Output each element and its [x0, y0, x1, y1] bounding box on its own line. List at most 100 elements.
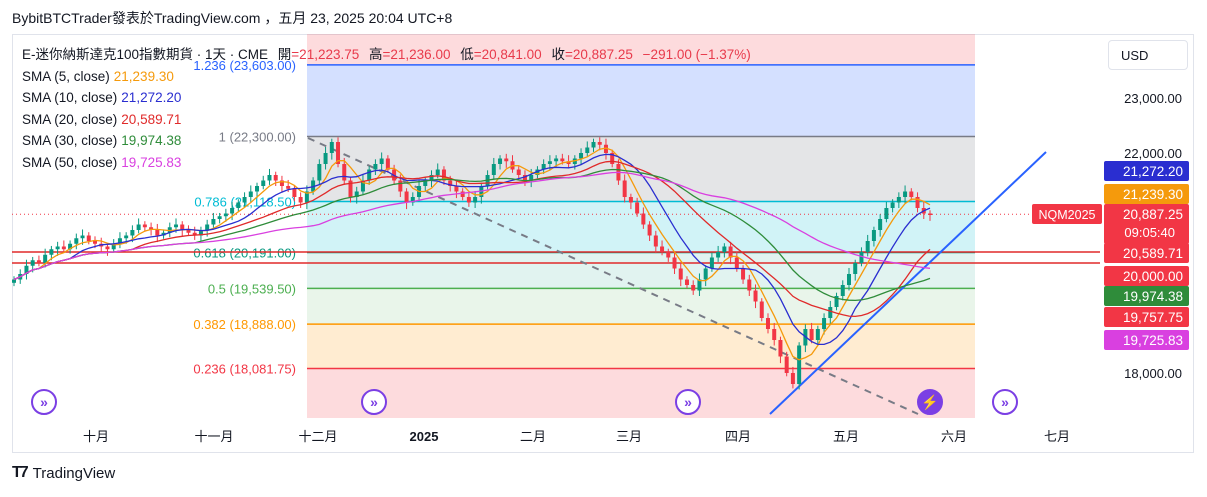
candle-body	[61, 246, 66, 250]
candle-body	[859, 252, 864, 263]
candle-body	[55, 246, 60, 250]
candle-body	[286, 186, 291, 189]
sma-50-line	[13, 171, 931, 281]
candle-body	[529, 175, 534, 181]
ohlc-low: 低=20,841.00	[460, 47, 542, 62]
candle-body	[149, 227, 154, 230]
price-tag-countdown: 09:05:40	[1124, 225, 1175, 240]
price-tag	[1104, 161, 1189, 181]
price-tag-text: 20,887.25	[1123, 207, 1183, 222]
candle-body	[585, 147, 590, 153]
candle-body	[354, 191, 359, 197]
candle-body	[522, 175, 527, 181]
candle-body	[379, 158, 384, 164]
x-tick-label: 十二月	[298, 429, 337, 444]
candle-body	[180, 224, 185, 230]
candle-body	[628, 197, 633, 203]
fib-zone-3	[307, 201, 975, 253]
candle-body	[255, 186, 260, 192]
candle-body	[797, 345, 802, 384]
candle-body	[554, 158, 559, 162]
candle-body	[691, 285, 696, 291]
candle-body	[928, 213, 932, 215]
candle-body	[840, 285, 845, 296]
candle-body	[292, 188, 297, 197]
candle-body	[660, 246, 665, 252]
candle-body	[603, 144, 608, 153]
candle-body	[846, 274, 851, 285]
symbol-row: E-迷你納斯達克100指數期貨 · 1天 · CME 開=21,223.75 高…	[22, 44, 751, 66]
ohlc-high: 高=21,236.00	[369, 47, 451, 62]
price-tag-text: 19,974.38	[1123, 289, 1183, 304]
candle-body	[298, 197, 303, 203]
candle-body	[336, 142, 341, 164]
candle-body	[909, 191, 914, 197]
sma-10-line	[13, 153, 931, 346]
candle-body	[741, 268, 746, 280]
candle-body	[323, 153, 328, 164]
fib-zone-5	[307, 288, 975, 325]
price-tag-text: 21,239.30	[1123, 187, 1183, 202]
candle-body	[784, 356, 789, 373]
price-tag	[1104, 266, 1189, 286]
price-tag-text: 19,725.83	[1123, 333, 1183, 348]
candle-body	[473, 197, 478, 203]
candle-body	[815, 329, 820, 340]
x-tick-label: 三月	[616, 429, 642, 444]
candle-body	[273, 175, 278, 181]
candle-body	[329, 142, 334, 153]
candle-body	[759, 301, 764, 318]
candle-body	[86, 235, 91, 241]
fib-zone-6	[307, 324, 975, 369]
candle-body	[709, 257, 714, 269]
candle-body	[155, 230, 160, 236]
candle-body	[68, 243, 73, 250]
candle-body	[884, 208, 889, 219]
candle-body	[267, 175, 272, 181]
fib-label-0.5: 0.5 (19,539.50)	[208, 281, 296, 296]
candle-body	[317, 164, 322, 181]
fib-label-0.618: 0.618 (20,191.00)	[193, 245, 296, 260]
chart-legend: E-迷你納斯達克100指數期貨 · 1天 · CME 開=21,223.75 高…	[22, 44, 751, 173]
sma-20-line	[13, 160, 931, 318]
brand-name: TradingView	[32, 464, 116, 482]
candle-body	[597, 142, 602, 145]
candle-body	[853, 263, 858, 274]
sma-50-row: SMA (50, close) 19,725.83	[22, 154, 182, 170]
uptrend-line	[769, 151, 1047, 415]
candle-body	[385, 158, 390, 170]
footer-brand: T7 TradingView	[12, 464, 115, 482]
candle-body	[111, 243, 116, 250]
x-tick-label: 十一月	[194, 429, 233, 444]
sma-10-row: SMA (10, close) 21,272.20	[22, 90, 182, 105]
candle-body	[211, 219, 216, 225]
currency-button[interactable]: USD	[1108, 40, 1188, 70]
candle-body	[404, 191, 409, 203]
candle-body	[666, 252, 671, 258]
candle-body	[865, 241, 870, 252]
candle-body	[560, 158, 565, 162]
candle-body	[24, 265, 29, 274]
event-icon-glyph: ⚡	[921, 394, 938, 411]
candle-body	[217, 216, 222, 219]
dividend-event-icon	[675, 389, 701, 415]
symbol-name: E-迷你納斯達克100指數期貨 · 1天 · CME	[22, 47, 269, 62]
candle-body	[790, 373, 795, 384]
candle-body	[279, 180, 284, 186]
candle-body	[635, 202, 640, 214]
candle-body	[566, 161, 571, 164]
candle-body	[304, 191, 309, 203]
fib-zone-4	[307, 252, 975, 289]
candle-body	[504, 158, 509, 162]
earnings-event-icon	[917, 389, 943, 415]
candle-body	[678, 268, 683, 280]
candle-body	[622, 180, 627, 197]
price-tag	[1104, 307, 1189, 327]
symbol-tag	[1032, 204, 1102, 224]
candle-body	[236, 202, 241, 208]
event-icon-glyph: »	[370, 394, 378, 410]
event-icon-glyph: »	[1001, 394, 1009, 410]
candle-body	[410, 197, 415, 203]
candle-body	[460, 191, 465, 197]
